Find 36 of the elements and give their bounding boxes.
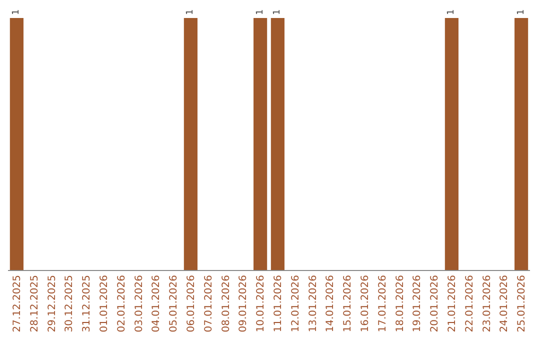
data-label: 1 <box>255 9 266 15</box>
data-label: 1 <box>446 9 457 15</box>
x-tick-label: 10.01.2026 <box>256 275 267 332</box>
x-tick-label: 22.01.2026 <box>464 275 476 332</box>
x-tick-label: 18.01.2026 <box>394 275 406 332</box>
x-tick-label: 29.12.2025 <box>46 275 58 332</box>
x-tick-label: 03.01.2026 <box>134 275 145 332</box>
x-tick-label: 24.01.2026 <box>499 275 510 332</box>
x-tick-label: 20.01.2026 <box>430 275 441 332</box>
x-tick-label: 25.01.2026 <box>516 275 528 332</box>
x-tick-label: 06.01.2026 <box>186 275 197 332</box>
x-tick-label: 11.01.2026 <box>272 275 284 332</box>
x-tick-label: 14.01.2026 <box>325 275 336 332</box>
data-label: 1 <box>516 9 526 15</box>
x-tick-label: 28.12.2025 <box>29 275 40 332</box>
x-tick-label: 09.01.2026 <box>238 275 250 332</box>
x-tick-label: 21.01.2026 <box>446 275 458 332</box>
x-tick-label: 17.01.2026 <box>377 275 388 332</box>
x-tick-label: 04.01.2026 <box>151 275 162 332</box>
x-tick-label: 02.01.2026 <box>116 275 128 332</box>
x-tick-label: 27.12.2025 <box>12 275 23 332</box>
data-label: 1 <box>12 9 22 15</box>
x-tick-label: 15.01.2026 <box>342 275 354 332</box>
x-tick-label: 12.01.2026 <box>290 275 302 332</box>
x-tick-label: 07.01.2026 <box>203 275 214 332</box>
x-tick-label: 23.01.2026 <box>482 275 493 332</box>
x-tick-label: 19.01.2026 <box>412 275 424 332</box>
data-label: 1 <box>186 9 196 15</box>
x-tick-label: 08.01.2026 <box>220 275 232 332</box>
data-label: 1 <box>272 9 283 15</box>
x-tick-label: 01.01.2026 <box>98 275 110 332</box>
x-tick-label: 30.12.2025 <box>64 275 76 332</box>
x-tick-label: 13.01.2026 <box>308 275 319 332</box>
x-tick-label: 16.01.2026 <box>360 275 371 332</box>
x-tick-label: 31.12.2025 <box>82 275 93 332</box>
x-tick-label: 05.01.2026 <box>168 275 180 332</box>
